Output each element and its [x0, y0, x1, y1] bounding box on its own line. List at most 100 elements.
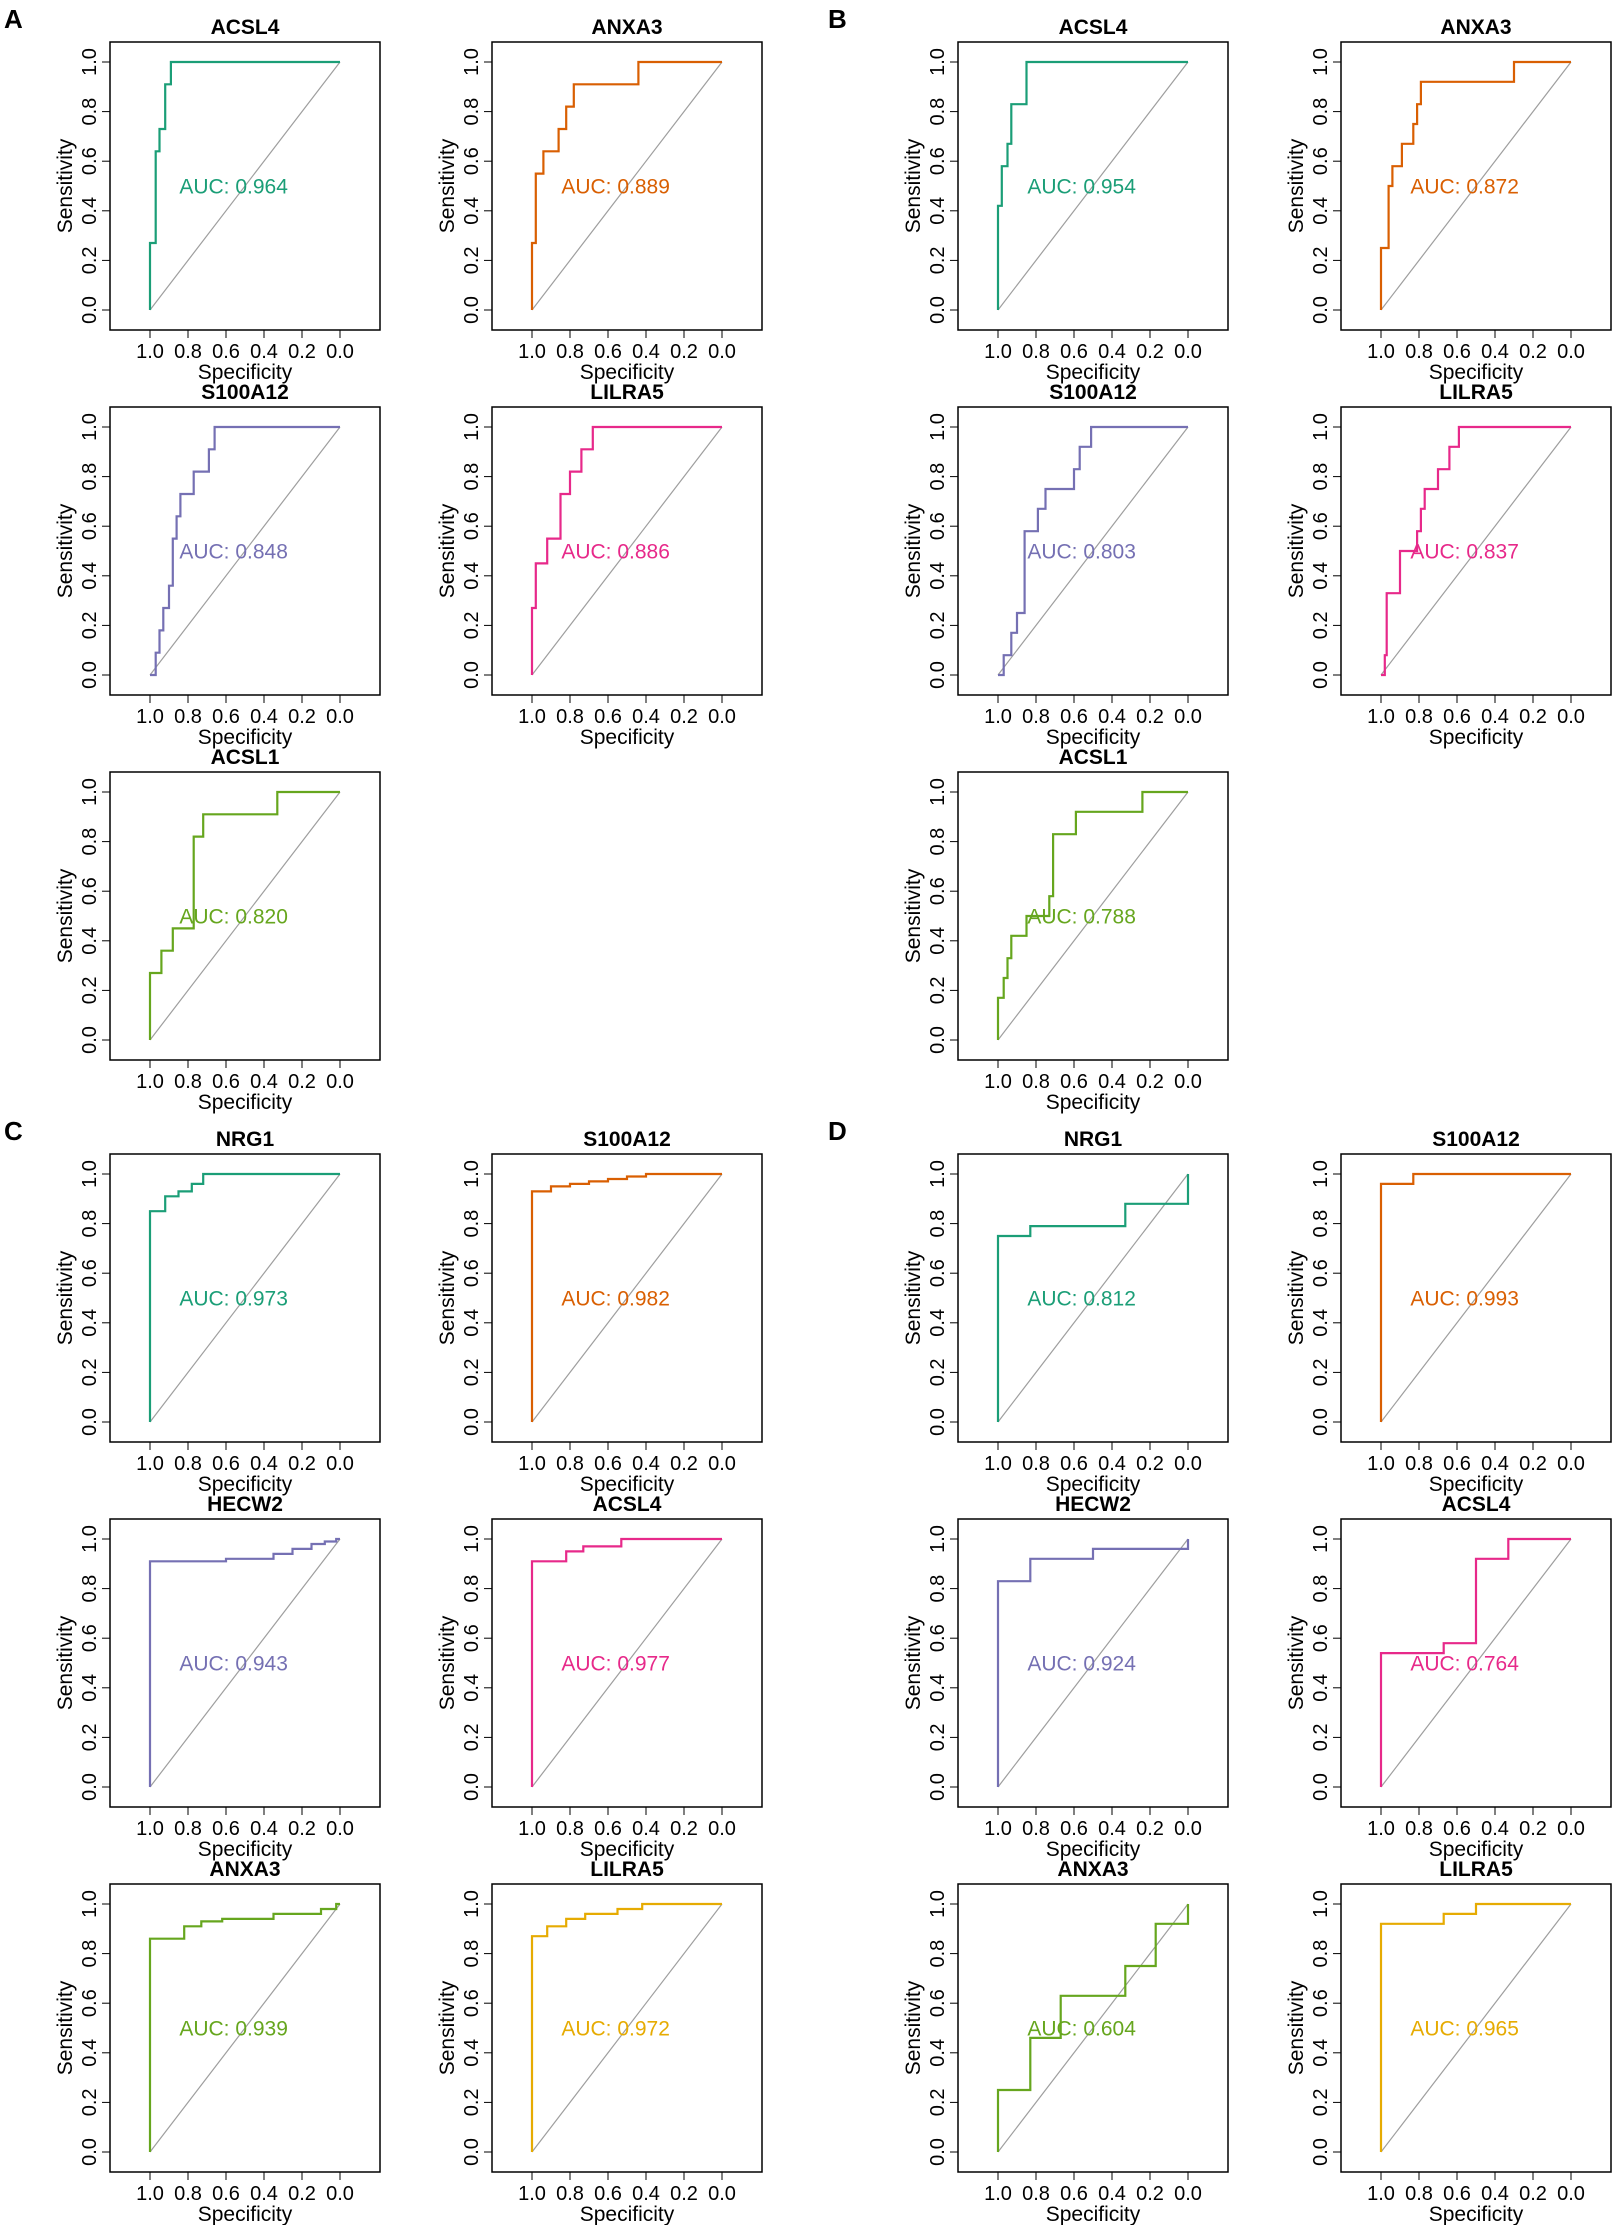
- x-tick-label: 0.0: [708, 2183, 736, 2205]
- roc-plot-acsl4: ACSL4 1.0 0.8 0.6 0.4 0.2 0.0 Specificity 0.0 0.2…: [436, 1493, 763, 1861]
- roc-curve-nrg1: [148, 1172, 340, 1422]
- y-axis-title: Sensitivity: [902, 868, 925, 963]
- roc-curve-lilra5: [530, 1902, 722, 2152]
- x-tick-label: 0.6: [1060, 341, 1088, 363]
- x-tick-label: 0.4: [1098, 341, 1126, 363]
- y-tick-label: 0.8: [461, 1575, 483, 1603]
- x-tick-label: 1.0: [518, 1453, 546, 1475]
- x-tick-label: 0.8: [1022, 1453, 1050, 1475]
- y-tick-label: 1.0: [79, 413, 101, 441]
- y-axis-title: Sensitivity: [54, 503, 77, 598]
- y-tick-label: 0.2: [1310, 1358, 1332, 1386]
- x-tick-label: 0.6: [212, 2183, 240, 2205]
- x-axis-title: Specificity: [1429, 361, 1524, 384]
- x-tick-label: 1.0: [984, 706, 1012, 728]
- x-tick-label: 0.8: [556, 341, 584, 363]
- y-tick-label: 0.4: [79, 197, 101, 225]
- y-axis-title: Sensitivity: [436, 1250, 459, 1345]
- x-tick-label: 0.4: [1098, 1818, 1126, 1840]
- y-tick-label: 1.0: [927, 1890, 949, 1918]
- x-tick-label: 0.8: [174, 706, 202, 728]
- x-axis-title: Specificity: [198, 361, 293, 384]
- auc-label: AUC: 0.964: [179, 175, 288, 198]
- y-tick-label: 0.0: [1310, 661, 1332, 689]
- y-tick-label: 0.6: [1310, 1259, 1332, 1287]
- y-tick-label: 0.2: [927, 246, 949, 274]
- diagonal-reference-line: [997, 791, 1189, 1041]
- y-axis-title: Sensitivity: [436, 503, 459, 598]
- y-tick-label: 1.0: [927, 778, 949, 806]
- x-tick-label: 0.6: [1443, 706, 1471, 728]
- x-tick-label: 0.8: [556, 1453, 584, 1475]
- y-axis-title: Sensitivity: [436, 1615, 459, 1710]
- y-tick-label: 0.6: [927, 1259, 949, 1287]
- y-tick-label: 0.8: [79, 828, 101, 856]
- panel-b: B ACSL4 1.0 0.8 0.6 0.4 0.2 0.0 Specificity 0.0 0.…: [828, 4, 1612, 1114]
- x-tick-label: 0.0: [1174, 1818, 1202, 1840]
- y-tick-label: 0.6: [927, 1989, 949, 2017]
- x-tick-label: 0.2: [670, 1818, 698, 1840]
- y-tick-label: 1.0: [461, 1890, 483, 1918]
- x-tick-label: 0.4: [632, 706, 660, 728]
- y-tick-label: 0.2: [927, 1358, 949, 1386]
- y-tick-label: 0.2: [79, 1723, 101, 1751]
- y-tick-label: 0.0: [461, 296, 483, 324]
- diagonal-reference-line: [531, 61, 723, 311]
- x-axis-title: Specificity: [1429, 2203, 1524, 2225]
- diagonal-reference-line: [149, 1903, 341, 2153]
- x-axis-title: Specificity: [1429, 726, 1524, 749]
- y-tick-label: 0.0: [927, 1408, 949, 1436]
- x-tick-label: 0.2: [1519, 2183, 1547, 2205]
- auc-label: AUC: 0.965: [1410, 2017, 1519, 2040]
- plot-title: HECW2: [207, 1493, 283, 1516]
- roc-curve-acsl4: [1379, 1537, 1571, 1787]
- x-tick-label: 0.4: [1098, 1071, 1126, 1093]
- x-tick-label: 1.0: [984, 1453, 1012, 1475]
- x-tick-label: 0.4: [632, 341, 660, 363]
- x-tick-label: 0.8: [1405, 706, 1433, 728]
- y-tick-label: 0.8: [1310, 98, 1332, 126]
- roc-plot-lilra5: LILRA5 1.0 0.8 0.6 0.4 0.2 0.0 Specificity 0.0 0.…: [436, 381, 763, 749]
- x-tick-label: 0.8: [174, 1071, 202, 1093]
- roc-curve-hecw2: [996, 1539, 1190, 1787]
- diagonal-reference-line: [149, 791, 341, 1041]
- y-tick-label: 0.4: [79, 1674, 101, 1702]
- x-tick-label: 0.4: [250, 1071, 278, 1093]
- y-axis-title: Sensitivity: [54, 138, 77, 233]
- y-tick-label: 0.2: [79, 246, 101, 274]
- roc-curve-s100a12: [530, 1172, 722, 1422]
- x-tick-label: 0.6: [1060, 2183, 1088, 2205]
- y-tick-label: 0.6: [79, 512, 101, 540]
- y-tick-label: 0.4: [1310, 1674, 1332, 1702]
- x-tick-label: 1.0: [984, 1818, 1012, 1840]
- x-tick-label: 1.0: [136, 1071, 164, 1093]
- roc-plot-anxa3: ANXA3 1.0 0.8 0.6 0.4 0.2 0.0 Specificity 0.0 0.2…: [436, 16, 763, 384]
- y-tick-label: 1.0: [1310, 1525, 1332, 1553]
- x-tick-label: 1.0: [1367, 341, 1395, 363]
- x-axis-title: Specificity: [198, 1091, 293, 1114]
- y-tick-label: 0.6: [461, 147, 483, 175]
- y-tick-label: 0.8: [79, 463, 101, 491]
- x-axis-title: Specificity: [1046, 1091, 1141, 1114]
- y-tick-label: 1.0: [927, 1160, 949, 1188]
- auc-label: AUC: 0.848: [179, 540, 288, 563]
- y-axis-title: Sensitivity: [902, 1980, 925, 2075]
- roc-curve-s100a12: [998, 425, 1188, 677]
- roc-plot-nrg1: NRG1 1.0 0.8 0.6 0.4 0.2 0.0 Specificity 0.0 0.2 0…: [54, 1128, 381, 1496]
- roc-plot-acsl4: ACSL4 1.0 0.8 0.6 0.4 0.2 0.0 Specificity 0.0 0.2…: [1285, 1493, 1612, 1861]
- y-tick-label: 0.8: [927, 98, 949, 126]
- y-tick-label: 0.2: [79, 1358, 101, 1386]
- x-tick-label: 0.2: [1136, 1071, 1164, 1093]
- x-axis-title: Specificity: [580, 1838, 675, 1861]
- y-axis-title: Sensitivity: [54, 1250, 77, 1345]
- y-axis-title: Sensitivity: [902, 1615, 925, 1710]
- x-tick-label: 1.0: [518, 706, 546, 728]
- x-tick-label: 0.2: [288, 341, 316, 363]
- y-tick-label: 0.2: [927, 1723, 949, 1751]
- auc-label: AUC: 0.837: [1410, 540, 1519, 563]
- roc-curve-lilra5: [1379, 1902, 1571, 2152]
- x-tick-label: 0.0: [708, 706, 736, 728]
- x-tick-label: 1.0: [136, 1453, 164, 1475]
- y-tick-label: 0.2: [927, 611, 949, 639]
